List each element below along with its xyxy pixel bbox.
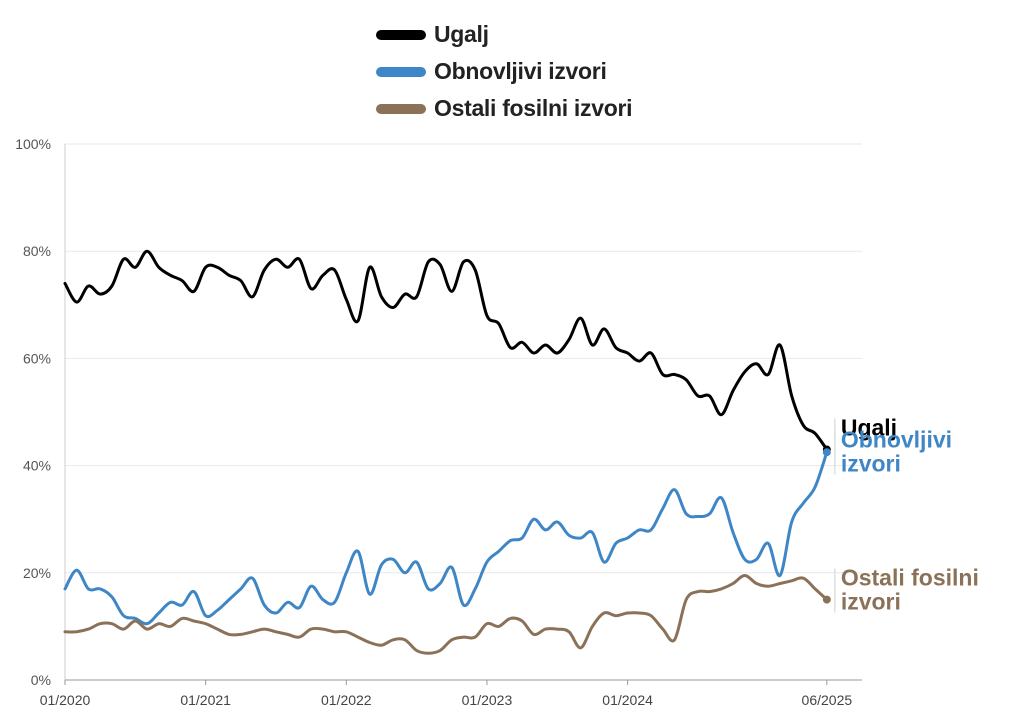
end-point-obnovljivi-izvori [822, 448, 831, 457]
series-lines [63, 249, 829, 655]
end-label-line: izvori [841, 589, 901, 615]
y-tick-label: 0% [31, 672, 51, 688]
x-axis-ticks: 01/2020 01/2021 01/2022 01/2023 01/2024 06/20… [40, 680, 853, 708]
y-tick-label: 40% [23, 458, 51, 474]
series-line-ostali-fosilni-izvori [63, 574, 829, 655]
x-tick-label: 01/2021 [180, 692, 231, 708]
legend-item-obnovljivi-izvori: Obnovljivi izvori [376, 53, 632, 90]
series-line-ugalj [63, 249, 829, 451]
legend-item-ostali-fosilni-izvori: Ostali fosilni izvori [376, 90, 632, 127]
end-point-ostali-fosilni-izvori [822, 595, 831, 604]
end-label-line: Ugalj [841, 415, 897, 441]
end-label-line: Ostali fosilni [841, 565, 979, 591]
end-label-line: izvori [841, 451, 901, 477]
legend-swatch-ostali-fosilni-izvori [376, 103, 426, 114]
end-label-ostali-fosilni-izvori: Ostali fosilni izvori [841, 565, 979, 615]
end-label-ugalj: Ugalj [841, 415, 897, 441]
legend-item-ugalj: Ugalj [376, 16, 632, 53]
legend-label-obnovljivi-izvori: Obnovljivi izvori [434, 58, 607, 84]
legend-swatch-obnovljivi-izvori [376, 66, 426, 77]
y-axis-ticks: 0% 20% 40% 60% 80% 100% [15, 136, 51, 688]
end-label-obnovljivi-izvori: Obnovljivi izvori [841, 427, 952, 477]
gridlines [65, 143, 862, 574]
legend-swatch-ugalj [376, 29, 426, 40]
x-tick-label: 06/2025 [802, 692, 853, 708]
y-tick-label: 20% [23, 565, 51, 581]
x-tick-label: 01/2022 [321, 692, 372, 708]
y-tick-label: 60% [23, 350, 51, 366]
end-label-line: Obnovljivi [841, 427, 952, 453]
legend: Ugalj Obnovljivi izvori Ostali fosilni i… [376, 16, 632, 127]
y-tick-label: 100% [15, 136, 51, 152]
legend-label-ostali-fosilni-izvori: Ostali fosilni izvori [434, 95, 633, 121]
series-line-obnovljivi-izvori [63, 450, 829, 626]
x-tick-label: 01/2024 [602, 692, 653, 708]
legend-label-ugalj: Ugalj [434, 21, 489, 47]
x-tick-label: 01/2020 [40, 692, 91, 708]
y-tick-label: 80% [23, 243, 51, 259]
x-tick-label: 01/2023 [462, 692, 513, 708]
